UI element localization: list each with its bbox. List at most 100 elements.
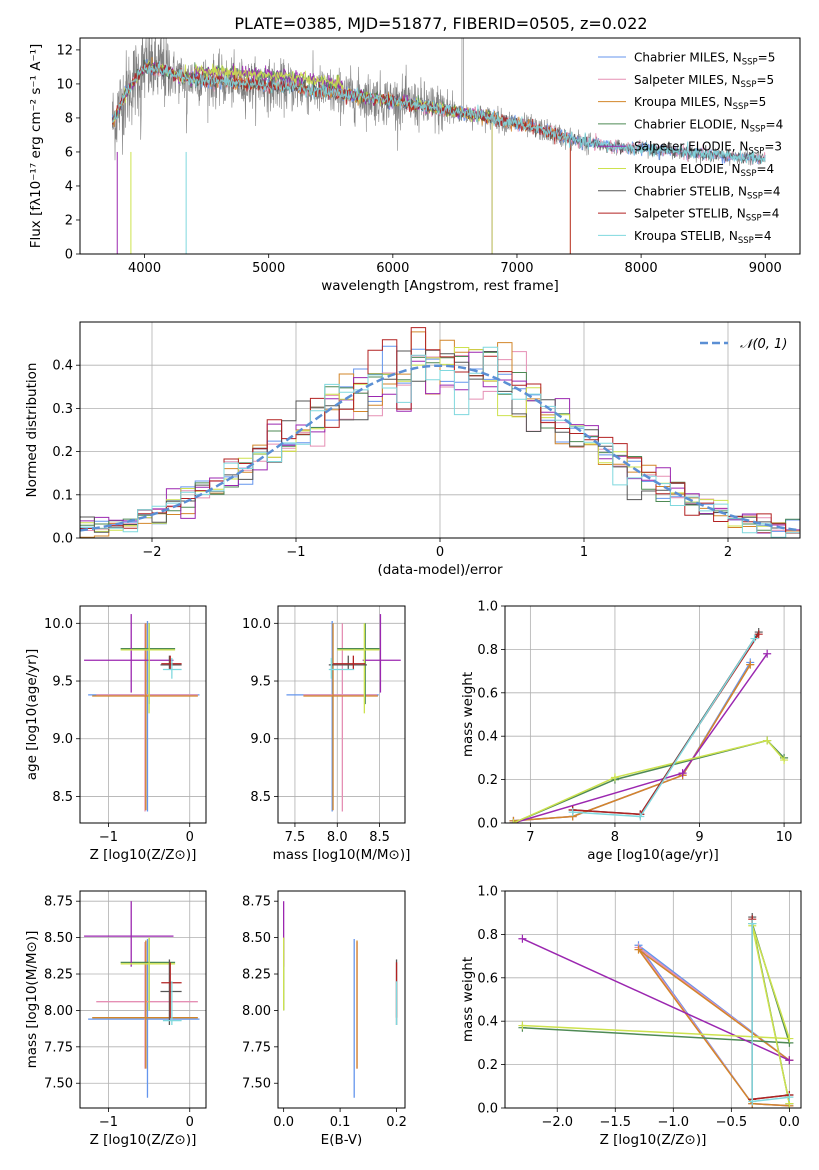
weight-series-line	[522, 938, 790, 1061]
legend-label: 𝒩(0, 1)	[740, 337, 787, 352]
y-tick-label: 12	[56, 43, 73, 58]
x-axis-label: Z [log10(Z/Z⊙)]	[90, 1132, 197, 1148]
weight-series-line	[572, 631, 760, 816]
axes-age-vs-Z: −1 0 8.5 9.0 9.5 10.0 Z [log10(Z/Z⊙)] age [log1…	[24, 605, 207, 863]
weight-point-marker	[610, 773, 619, 782]
y-tick-label: 0.2	[477, 1058, 498, 1073]
y-tick-label: 8.75	[44, 895, 73, 910]
weight-point-marker	[748, 919, 757, 928]
axes-weight-vs-Z: −2.0 −1.5 −1.0 −0.5 0.0 0.0 0.2 0.4 0.6 0.8 1.0 Z […	[460, 885, 802, 1148]
weight-series-line	[637, 948, 790, 1107]
weight-point-marker	[785, 1034, 794, 1043]
weight-point-marker	[634, 945, 643, 954]
x-tick-label: 7	[526, 830, 534, 845]
legend-label: Salpeter STELIB, NSSP=4	[634, 207, 779, 224]
y-tick-label: 1.0	[477, 885, 498, 900]
weight-series-line	[513, 662, 751, 822]
axes-mass-vs-ebv: 0.0 0.1 0.2 7.50 7.75 8.00 8.25 8.50 8.75 E(B-V)	[242, 890, 407, 1148]
y-tick-label: 10.0	[242, 617, 271, 632]
y-axis-label: Flux [fλ10⁻¹⁷ erg cm⁻² s⁻¹ A⁻¹]	[28, 44, 44, 249]
weight-point-marker	[678, 769, 687, 778]
y-tick-label: 9.5	[250, 675, 271, 690]
weight-series-line	[522, 925, 791, 1104]
histogram-series	[80, 346, 800, 538]
y-tick-label: 6	[65, 145, 73, 160]
plot-area-mass-vs-ebv	[282, 901, 398, 1098]
histogram-series	[80, 351, 800, 534]
axes-frame	[504, 605, 802, 824]
legend-label: Chabrier STELIB, NSSP=4	[634, 184, 781, 201]
weight-point-marker	[518, 1021, 527, 1030]
y-tick-label: 8.00	[242, 1004, 271, 1019]
x-tick-label: 7000	[500, 261, 533, 276]
weight-point-marker	[518, 934, 527, 943]
x-tick-label: −1	[99, 830, 118, 845]
legend-label: Kroupa STELIB, NSSP=4	[634, 229, 772, 246]
axes-frame	[504, 890, 802, 1109]
x-tick-label: 8.0	[327, 830, 348, 845]
x-tick-label: −0.5	[716, 1115, 748, 1130]
x-tick-label: 7.5	[285, 830, 306, 845]
y-tick-label: 8.5	[250, 790, 271, 805]
y-tick-label: 8.50	[44, 931, 73, 946]
y-tick-label: 0.0	[52, 532, 73, 547]
x-tick-label: 0.1	[330, 1115, 351, 1130]
weight-point-marker	[785, 1056, 794, 1065]
x-axis-label: mass [log10(M/M⊙)]	[273, 847, 411, 863]
x-tick-label: −1.0	[658, 1115, 690, 1130]
y-tick-label: 0.4	[477, 1015, 498, 1030]
plot-area-weight-vs-Z	[518, 913, 794, 1108]
x-axis-label: (data-model)/error	[377, 562, 503, 578]
weight-series-line	[572, 633, 760, 816]
x-tick-label: 0.0	[273, 1115, 294, 1130]
y-tick-label: 0.8	[477, 928, 498, 943]
y-axis-label: age [log10(age/yr)]	[24, 649, 40, 781]
legend-label: Salpeter ELODIE, NSSP=3	[634, 140, 782, 157]
weight-point-marker	[763, 649, 772, 658]
weight-point-marker	[568, 808, 577, 817]
y-tick-label: 0.2	[52, 445, 73, 460]
legend-label: Kroupa ELODIE, NSSP=4	[634, 162, 774, 179]
y-tick-label: 0.3	[52, 402, 73, 417]
y-tick-label: 7.50	[242, 1077, 271, 1092]
axes-mass-vs-Z: −1 0 7.50 7.75 8.00 8.25 8.50 8.75 Z [log10(Z/Z⊙…	[24, 890, 207, 1148]
y-tick-label: 0.6	[477, 686, 498, 701]
y-tick-label: 0.0	[477, 817, 498, 832]
axes-weight-vs-age: 7 8 9 10 0.0 0.2 0.4 0.6 0.8 1.0 age [log10(age/yr…	[460, 600, 802, 863]
x-axis-label: Z [log10(Z/Z⊙)]	[600, 1132, 707, 1148]
y-tick-label: 9.0	[250, 732, 271, 747]
weight-point-marker	[509, 819, 518, 823]
plot-area-mass-vs-Z	[84, 901, 200, 1098]
gaussian-curve	[80, 364, 798, 532]
y-tick-label: 0.6	[477, 971, 498, 986]
y-tick-label: 8.5	[52, 790, 73, 805]
axes-frame	[79, 890, 207, 1109]
weight-series-line	[522, 923, 791, 1104]
y-tick-label: 10.0	[44, 617, 73, 632]
x-tick-label: 10	[776, 830, 793, 845]
y-axis-label: mass weight	[460, 672, 476, 757]
weight-point-marker	[636, 812, 645, 821]
weight-point-marker	[748, 1097, 757, 1106]
y-tick-label: 8.50	[242, 931, 271, 946]
weight-series-line	[572, 638, 756, 818]
y-tick-label: 0.4	[52, 359, 73, 374]
y-tick-label: 7.50	[44, 1077, 73, 1092]
axes-residuals: −2 −1 0 1 2 0.0 0.1 0.2 0.3 0.4 (data-model)/error…	[24, 321, 801, 578]
y-tick-label: 7.75	[44, 1040, 73, 1055]
x-axis-label: E(B-V)	[321, 1132, 363, 1148]
plot-area-weight-vs-age	[509, 628, 789, 823]
weight-series-line	[513, 664, 751, 822]
legend-label: Chabrier MILES, NSSP=5	[634, 51, 775, 68]
x-tick-label: −1	[286, 545, 305, 560]
spectrum-model-line	[111, 61, 766, 165]
y-tick-label: 7.75	[242, 1040, 271, 1055]
plot-area-spectrum	[111, 38, 766, 254]
x-tick-label: 0.0	[779, 1115, 800, 1130]
x-axis-label: Z [log10(Z/Z⊙)]	[90, 847, 197, 863]
x-axis-label: wavelength [Angstrom, rest frame]	[321, 278, 559, 294]
y-tick-label: 4	[65, 179, 73, 194]
y-tick-label: 0.1	[52, 488, 73, 503]
y-tick-label: 10	[56, 77, 73, 92]
